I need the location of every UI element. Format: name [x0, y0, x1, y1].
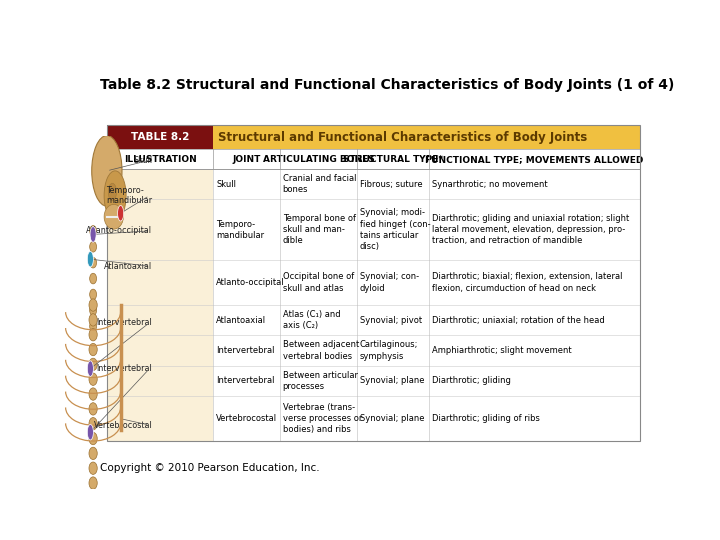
- Text: Temporo-
mandibular: Temporo- mandibular: [106, 186, 152, 205]
- Text: Cartilaginous;
symphysis: Cartilaginous; symphysis: [360, 340, 418, 361]
- Text: Cranial and facial
bones: Cranial and facial bones: [283, 174, 356, 194]
- Text: Table 8.2 Structural and Functional Characteristics of Body Joints (1 of 4): Table 8.2 Structural and Functional Char…: [100, 78, 675, 92]
- Ellipse shape: [90, 321, 96, 332]
- Text: Vertebrocostal: Vertebrocostal: [216, 414, 277, 423]
- Text: Temporo-
mandibular: Temporo- mandibular: [216, 220, 264, 240]
- Ellipse shape: [89, 417, 97, 430]
- Bar: [107, 125, 639, 149]
- Bar: [107, 149, 639, 169]
- Ellipse shape: [89, 343, 97, 356]
- Text: Atlantoaxial: Atlantoaxial: [216, 316, 266, 325]
- Text: ARTICULATING BONES: ARTICULATING BONES: [263, 154, 374, 164]
- Text: Synovial; plane: Synovial; plane: [360, 414, 425, 423]
- Ellipse shape: [89, 388, 97, 400]
- Text: FUNCTIONAL TYPE; MOVEMENTS ALLOWED: FUNCTIONAL TYPE; MOVEMENTS ALLOWED: [426, 154, 644, 164]
- Text: Synarthrotic; no movement: Synarthrotic; no movement: [432, 180, 547, 189]
- Ellipse shape: [90, 273, 96, 284]
- Text: Intervertebral: Intervertebral: [96, 318, 152, 327]
- Text: STRUCTURAL TYPE*: STRUCTURAL TYPE*: [343, 154, 444, 164]
- Ellipse shape: [89, 358, 97, 370]
- Text: Skull: Skull: [133, 156, 152, 165]
- Bar: [107, 125, 639, 441]
- Ellipse shape: [89, 314, 97, 326]
- Text: Fibrous; suture: Fibrous; suture: [360, 180, 423, 189]
- Ellipse shape: [89, 328, 97, 341]
- Text: TABLE 8.2: TABLE 8.2: [131, 132, 189, 142]
- Ellipse shape: [89, 433, 97, 445]
- Circle shape: [87, 361, 94, 376]
- Text: Skull: Skull: [216, 180, 236, 189]
- Text: ILLUSTRATION: ILLUSTRATION: [124, 154, 197, 164]
- Text: Intervertebral: Intervertebral: [216, 376, 274, 385]
- Text: Diarthrotic; uniaxial; rotation of the head: Diarthrotic; uniaxial; rotation of the h…: [432, 316, 605, 325]
- Ellipse shape: [89, 299, 97, 311]
- Text: Atlantoaxial: Atlantoaxial: [104, 262, 152, 271]
- Text: Between articular
processes: Between articular processes: [283, 370, 358, 391]
- Circle shape: [87, 252, 94, 267]
- Text: Synovial; con-
dyloid: Synovial; con- dyloid: [360, 272, 419, 293]
- Ellipse shape: [104, 171, 126, 220]
- Ellipse shape: [89, 373, 97, 386]
- Ellipse shape: [90, 289, 96, 300]
- Bar: [107, 169, 213, 441]
- Ellipse shape: [90, 258, 96, 268]
- Text: Temporal bone of
skull and man-
dible: Temporal bone of skull and man- dible: [283, 214, 356, 245]
- Ellipse shape: [89, 447, 97, 460]
- Text: Amphiarthrotic; slight movement: Amphiarthrotic; slight movement: [432, 346, 572, 355]
- Bar: [107, 125, 213, 149]
- Text: Atlanto-occipital: Atlanto-occipital: [86, 226, 152, 235]
- Ellipse shape: [89, 462, 97, 475]
- Text: Atlas (C₁) and
axis (C₂): Atlas (C₁) and axis (C₂): [283, 310, 341, 330]
- Circle shape: [87, 424, 94, 440]
- Text: Synovial; plane: Synovial; plane: [360, 376, 425, 385]
- Ellipse shape: [90, 241, 96, 252]
- Text: Diarthrotic; gliding of ribs: Diarthrotic; gliding of ribs: [432, 414, 540, 423]
- Ellipse shape: [90, 305, 96, 316]
- Text: Vertebrae (trans-
verse processes or
bodies) and ribs: Vertebrae (trans- verse processes or bod…: [283, 403, 362, 434]
- Text: Intervertebral: Intervertebral: [216, 346, 274, 355]
- Text: Synovial; modi-
fied hinge† (con-
tains articular
disc): Synovial; modi- fied hinge† (con- tains …: [360, 208, 431, 251]
- Text: Atlanto-occipital: Atlanto-occipital: [216, 278, 284, 287]
- Ellipse shape: [108, 183, 117, 201]
- Text: Between adjacent
vertebral bodies: Between adjacent vertebral bodies: [283, 340, 359, 361]
- Text: Diarthrotic; biaxial; flexion, extension, lateral
flexion, circumduction of head: Diarthrotic; biaxial; flexion, extension…: [432, 272, 622, 293]
- Text: JOINT: JOINT: [233, 154, 261, 164]
- Ellipse shape: [104, 205, 123, 229]
- Circle shape: [117, 205, 124, 221]
- Ellipse shape: [90, 226, 96, 236]
- Text: Structural and Functional Characteristics of Body Joints: Structural and Functional Characteristic…: [217, 131, 587, 144]
- Text: Diarthrotic; gliding and uniaxial rotation; slight
lateral movement, elevation, : Diarthrotic; gliding and uniaxial rotati…: [432, 214, 629, 245]
- Text: Diarthrotic; gliding: Diarthrotic; gliding: [432, 376, 510, 385]
- Ellipse shape: [89, 477, 97, 489]
- Text: Occipital bone of
skull and atlas: Occipital bone of skull and atlas: [283, 272, 354, 293]
- Text: Vertebrocostal: Vertebrocostal: [94, 421, 152, 430]
- Ellipse shape: [89, 403, 97, 415]
- Text: Intervertebral: Intervertebral: [96, 364, 152, 373]
- Text: Copyright © 2010 Pearson Education, Inc.: Copyright © 2010 Pearson Education, Inc.: [100, 463, 320, 473]
- Text: Synovial; pivot: Synovial; pivot: [360, 316, 422, 325]
- Circle shape: [90, 227, 96, 242]
- Ellipse shape: [91, 136, 122, 206]
